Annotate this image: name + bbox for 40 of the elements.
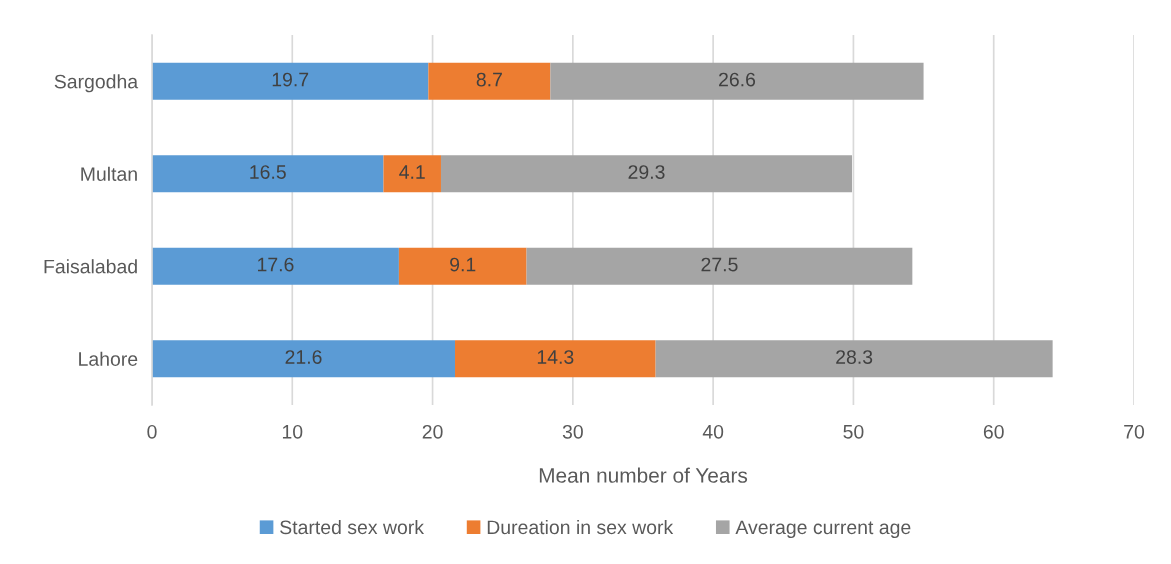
x-tick-label: 20 bbox=[422, 424, 443, 439]
data-label: 21.6 bbox=[285, 350, 322, 364]
data-label: 19.7 bbox=[272, 72, 309, 87]
y-tick-label: Faisalabad bbox=[44, 259, 137, 274]
x-tick-label: 30 bbox=[562, 424, 583, 439]
legend-label: Average current age bbox=[735, 520, 911, 539]
bar bbox=[455, 340, 656, 378]
x-tick-label: 60 bbox=[983, 424, 1004, 439]
bar bbox=[550, 62, 924, 100]
x-tick-label: 0 bbox=[147, 424, 157, 439]
y-tick-label: Lahore bbox=[79, 351, 138, 366]
bar bbox=[152, 155, 384, 193]
data-label: 27.5 bbox=[701, 257, 738, 272]
bar bbox=[655, 340, 1053, 378]
data-label: 29.3 bbox=[628, 165, 665, 179]
data-label: 9.1 bbox=[450, 257, 476, 272]
bar bbox=[152, 247, 399, 285]
legend-label: Started sex work bbox=[280, 519, 425, 535]
x-tick-label: 70 bbox=[1124, 424, 1145, 439]
data-label: 16.5 bbox=[250, 165, 286, 179]
data-label: 8.7 bbox=[476, 72, 502, 87]
x-axis-title: Mean number of Years bbox=[539, 467, 748, 483]
bar bbox=[383, 155, 441, 193]
x-tick-label: 50 bbox=[843, 424, 864, 439]
data-label: 26.6 bbox=[719, 72, 756, 87]
bar bbox=[152, 340, 456, 378]
bar bbox=[428, 62, 551, 100]
y-tick-label: Sargodha bbox=[54, 74, 139, 93]
bar bbox=[440, 155, 853, 193]
y-tick-label: Multan bbox=[81, 166, 137, 181]
x-tick-label: 10 bbox=[282, 424, 303, 439]
bar bbox=[152, 62, 429, 100]
legend-label: Dureation in sex work bbox=[487, 519, 674, 535]
x-tick-label: 40 bbox=[702, 424, 724, 439]
data-label: 14.3 bbox=[537, 350, 574, 364]
data-label: 4.1 bbox=[399, 165, 425, 179]
bar bbox=[398, 247, 527, 285]
data-label: 28.3 bbox=[836, 350, 873, 364]
data-label: 17.6 bbox=[258, 257, 294, 272]
bar bbox=[526, 247, 913, 285]
